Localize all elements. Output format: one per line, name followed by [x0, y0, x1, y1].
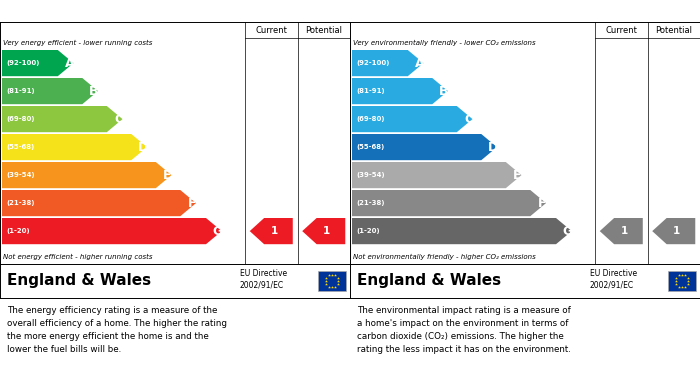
Text: 1: 1: [323, 226, 330, 236]
Polygon shape: [600, 218, 643, 244]
Text: (92-100): (92-100): [6, 60, 39, 66]
Text: B: B: [90, 84, 99, 98]
Polygon shape: [250, 218, 293, 244]
Text: A: A: [415, 57, 424, 70]
Text: F: F: [538, 197, 546, 210]
Text: Very environmentally friendly - lower CO₂ emissions: Very environmentally friendly - lower CO…: [353, 40, 536, 46]
Polygon shape: [352, 134, 497, 160]
Text: D: D: [138, 141, 148, 154]
Text: Potential: Potential: [655, 25, 692, 34]
Text: (92-100): (92-100): [356, 60, 389, 66]
Text: Not environmentally friendly - higher CO₂ emissions: Not environmentally friendly - higher CO…: [353, 254, 536, 260]
Polygon shape: [2, 134, 147, 160]
Text: England & Wales: England & Wales: [357, 273, 501, 289]
Text: Not energy efficient - higher running costs: Not energy efficient - higher running co…: [3, 254, 153, 260]
Polygon shape: [652, 218, 695, 244]
Polygon shape: [352, 106, 473, 132]
Polygon shape: [352, 78, 448, 104]
Polygon shape: [2, 162, 172, 188]
Text: F: F: [188, 197, 196, 210]
Polygon shape: [352, 190, 546, 216]
Text: 1: 1: [673, 226, 680, 236]
Text: (39-54): (39-54): [6, 172, 34, 178]
Text: EU Directive
2002/91/EC: EU Directive 2002/91/EC: [589, 269, 637, 290]
Polygon shape: [352, 218, 572, 244]
Text: (21-38): (21-38): [6, 200, 34, 206]
Text: The environmental impact rating is a measure of
a home's impact on the environme: The environmental impact rating is a mea…: [357, 306, 571, 353]
Text: Potential: Potential: [305, 25, 342, 34]
Text: B: B: [440, 84, 449, 98]
Bar: [668, 271, 696, 291]
Text: (1-20): (1-20): [6, 228, 29, 234]
Text: C: C: [464, 113, 473, 126]
Text: Energy Efficiency Rating: Energy Efficiency Rating: [6, 5, 169, 18]
Text: (1-20): (1-20): [356, 228, 379, 234]
Polygon shape: [2, 50, 73, 76]
Text: (39-54): (39-54): [356, 172, 384, 178]
Text: England & Wales: England & Wales: [7, 273, 151, 289]
Text: G: G: [213, 224, 223, 238]
Text: 1: 1: [270, 226, 278, 236]
Text: 1: 1: [620, 226, 628, 236]
Text: G: G: [563, 224, 573, 238]
Text: C: C: [114, 113, 123, 126]
Text: (55-68): (55-68): [6, 144, 34, 150]
Polygon shape: [2, 190, 196, 216]
Polygon shape: [2, 218, 222, 244]
Text: The energy efficiency rating is a measure of the
overall efficiency of a home. T: The energy efficiency rating is a measur…: [7, 306, 227, 353]
Text: E: E: [163, 169, 172, 181]
Text: A: A: [65, 57, 74, 70]
Text: (55-68): (55-68): [356, 144, 384, 150]
Polygon shape: [352, 50, 424, 76]
Text: D: D: [488, 141, 498, 154]
Text: Current: Current: [256, 25, 287, 34]
Text: (69-80): (69-80): [356, 116, 384, 122]
Text: (69-80): (69-80): [6, 116, 34, 122]
Text: Very energy efficient - lower running costs: Very energy efficient - lower running co…: [3, 40, 153, 46]
Polygon shape: [352, 162, 522, 188]
Text: EU Directive
2002/91/EC: EU Directive 2002/91/EC: [239, 269, 287, 290]
Text: E: E: [513, 169, 522, 181]
Text: Current: Current: [606, 25, 637, 34]
Text: (21-38): (21-38): [356, 200, 384, 206]
Text: (81-91): (81-91): [6, 88, 34, 94]
Polygon shape: [2, 78, 98, 104]
Polygon shape: [302, 218, 345, 244]
Text: (81-91): (81-91): [356, 88, 384, 94]
Bar: [318, 271, 346, 291]
Text: Environmental Impact (CO₂) Rating: Environmental Impact (CO₂) Rating: [356, 5, 589, 18]
Polygon shape: [2, 106, 122, 132]
